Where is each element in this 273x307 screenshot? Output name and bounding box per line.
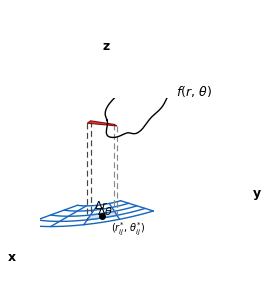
Text: x: x [8, 251, 16, 264]
Polygon shape [87, 211, 117, 220]
Text: $\Delta r$: $\Delta r$ [94, 200, 109, 212]
Text: $f(r,\, \theta)$: $f(r,\, \theta)$ [176, 84, 213, 99]
Text: y: y [253, 187, 261, 200]
Text: $\Delta\theta$: $\Delta\theta$ [97, 204, 114, 216]
Text: $(r_{ij}^{*},\, \theta_{ij}^{*})$: $(r_{ij}^{*},\, \theta_{ij}^{*})$ [111, 221, 145, 238]
Polygon shape [87, 121, 117, 126]
Text: z: z [102, 40, 109, 53]
